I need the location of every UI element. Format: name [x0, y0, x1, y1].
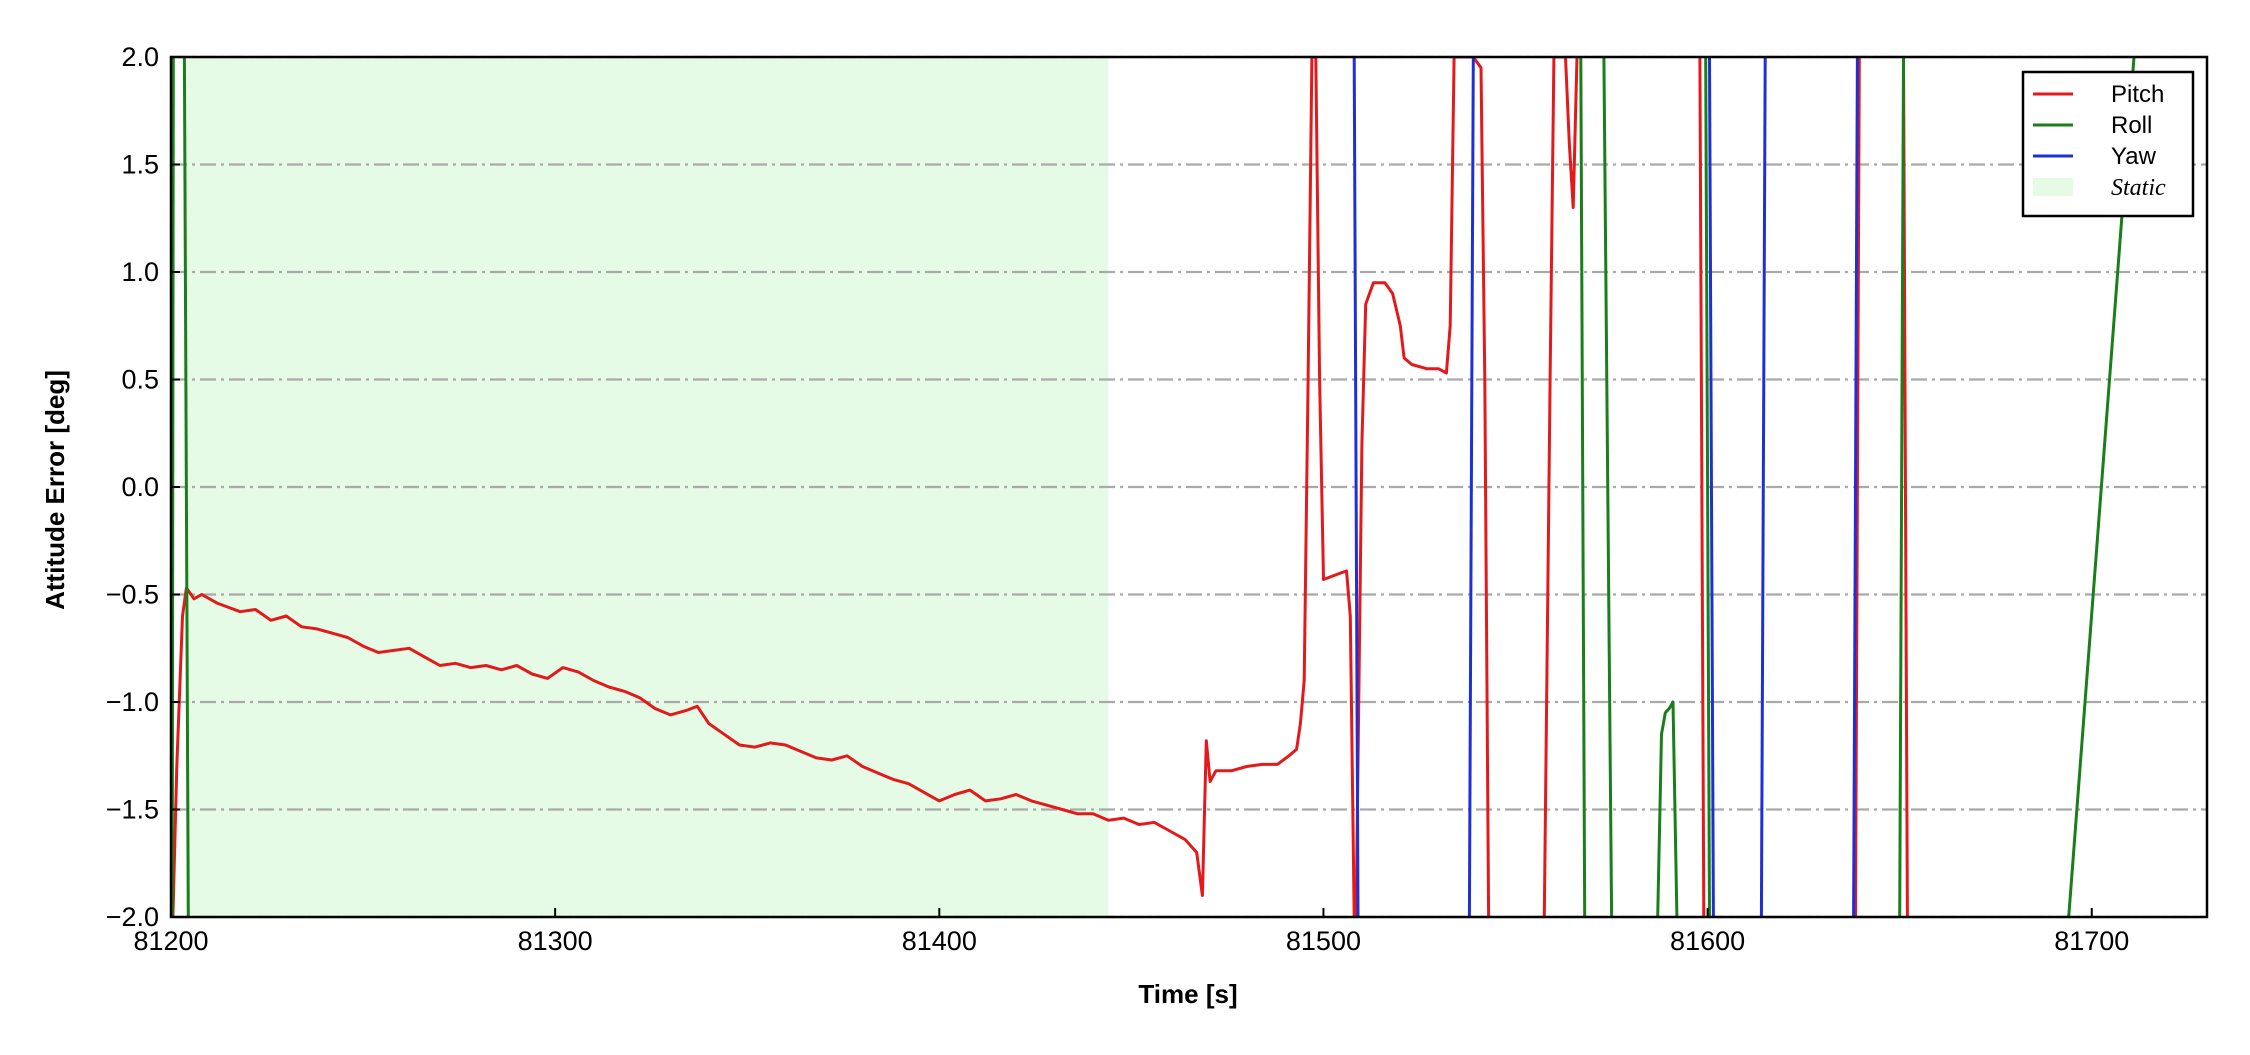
- series-line-pitch: [1698, 57, 1706, 917]
- series-line-yaw: [1852, 57, 1859, 917]
- y-tick-label: 2.0: [121, 42, 159, 72]
- tick-labels: 81200 81300 81400 81500 81600 81700 −2.0 −1.5 −1…: [106, 42, 2130, 956]
- series-line-yaw: [1467, 57, 1475, 917]
- y-axis-title: Attitude Error [deg]: [40, 370, 70, 610]
- series-line-roll: [182, 57, 190, 917]
- legend: Pitch Roll Yaw Static: [2021, 70, 2195, 218]
- series-line-pitch: [171, 57, 1356, 917]
- series-lines: [171, 57, 2136, 917]
- series-line-roll: [1656, 700, 1679, 917]
- series-line-roll: [1579, 57, 1587, 917]
- y-tick-label: −2.0: [106, 902, 159, 932]
- x-tick-label: 81400: [902, 926, 977, 956]
- series-line-yaw: [1759, 57, 1767, 917]
- series-line-roll: [1602, 57, 1614, 917]
- x-axis-title: Time [s]: [1138, 979, 1237, 1009]
- series-line-roll: [1898, 57, 1905, 917]
- legend-label-pitch: Pitch: [2111, 81, 2164, 108]
- x-tick-label: 81300: [518, 926, 593, 956]
- x-tick-label: 81600: [1670, 926, 1745, 956]
- y-tick-label: 1.5: [121, 150, 159, 180]
- series-line-yaw: [1352, 57, 1360, 917]
- legend-label-roll: Roll: [2111, 112, 2152, 139]
- legend-label-static: Static: [2111, 175, 2166, 201]
- y-tick-label: −0.5: [106, 580, 159, 610]
- y-tick-label: −1.0: [106, 687, 159, 717]
- x-tick-label: 81200: [133, 926, 208, 956]
- y-tick-label: 0.5: [121, 365, 159, 395]
- legend-swatch-static: [2033, 178, 2073, 196]
- y-tick-label: 1.0: [121, 257, 159, 287]
- y-tick-label: 0.0: [121, 472, 159, 502]
- x-tick-label: 81500: [1286, 926, 1361, 956]
- x-tick-label: 81700: [2054, 926, 2129, 956]
- series-line-pitch: [1542, 57, 1579, 917]
- tick-marks: [170, 56, 2093, 918]
- series-line-yaw: [1708, 57, 1715, 917]
- series-line-pitch: [1854, 57, 1861, 917]
- legend-label-yaw: Yaw: [2111, 143, 2157, 170]
- series-line-roll: [1704, 57, 1711, 917]
- y-tick-label: −1.5: [106, 795, 159, 825]
